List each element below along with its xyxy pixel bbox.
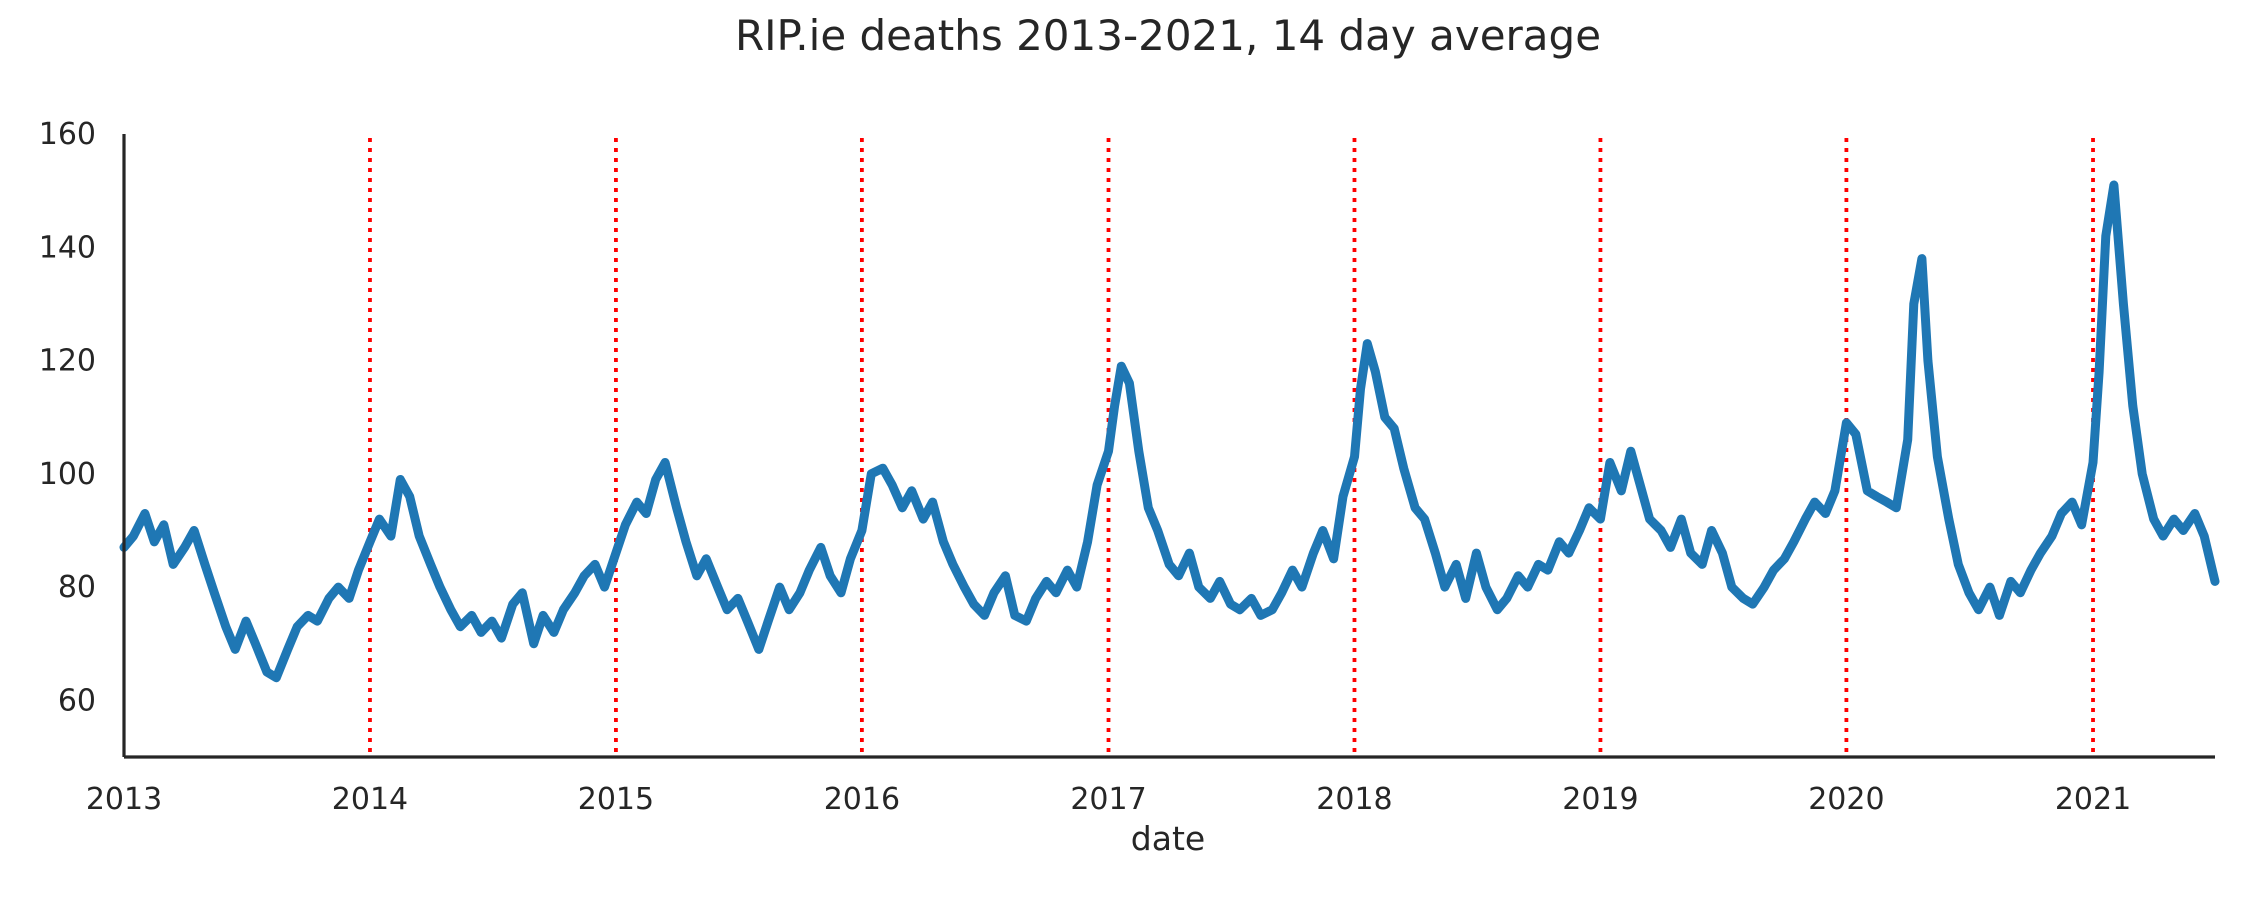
- y-tick-label-1: 80: [58, 570, 96, 605]
- chart-title: RIP.ie deaths 2013-2021, 14 day average: [735, 11, 1601, 60]
- x-tick-label-4: 2017: [1070, 782, 1146, 817]
- x-tick-label-8: 2021: [2055, 782, 2131, 817]
- year-marker-lines: [368, 138, 2095, 757]
- series-group: [119, 180, 2220, 683]
- x-tick-label-5: 2018: [1316, 782, 1392, 817]
- x-tick-label-2: 2015: [578, 782, 654, 817]
- x-tick-label-1: 2014: [332, 782, 408, 817]
- x-tick-label-0: 2013: [86, 782, 162, 817]
- x-axis-ticks: 2013 2014 2015 2016 2017 2018 2019 2020 2021: [86, 782, 2131, 817]
- y-axis-ticks: 60 80 100 120 140 160: [39, 117, 96, 718]
- x-tick-label-3: 2016: [824, 782, 900, 817]
- x-tick-label-6: 2019: [1562, 782, 1638, 817]
- series-line-0: [119, 180, 2220, 683]
- y-tick-label-5: 160: [39, 117, 96, 152]
- y-tick-label-4: 140: [39, 230, 96, 265]
- y-tick-label-0: 60: [58, 683, 96, 718]
- x-tick-label-7: 2020: [1808, 782, 1884, 817]
- y-tick-label-3: 120: [39, 344, 96, 379]
- x-axis-label: date: [1131, 819, 1205, 858]
- y-tick-label-2: 100: [39, 457, 96, 492]
